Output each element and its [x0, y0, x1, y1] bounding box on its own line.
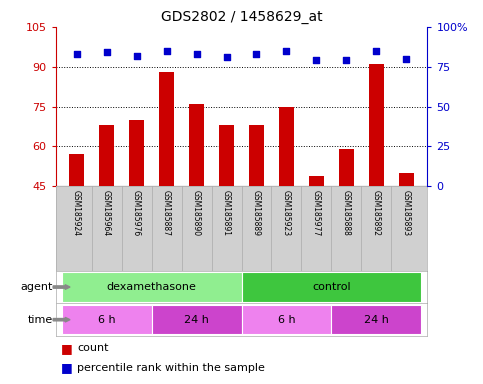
- Text: GSM185964: GSM185964: [102, 190, 111, 237]
- Text: GSM185924: GSM185924: [72, 190, 81, 237]
- Point: [253, 51, 260, 57]
- Point: [223, 54, 230, 60]
- Text: GSM185890: GSM185890: [192, 190, 201, 237]
- Point: [193, 51, 200, 57]
- Bar: [69, 154, 84, 186]
- Point: [283, 48, 290, 54]
- Text: GSM185887: GSM185887: [162, 190, 171, 237]
- Bar: [339, 149, 354, 186]
- Bar: [369, 64, 384, 186]
- Text: agent: agent: [21, 282, 53, 292]
- Text: time: time: [28, 314, 53, 325]
- Bar: [249, 125, 264, 186]
- Bar: [219, 125, 234, 186]
- Text: GSM185923: GSM185923: [282, 190, 291, 237]
- Text: GSM185893: GSM185893: [402, 190, 411, 237]
- Point: [403, 56, 411, 62]
- Title: GDS2802 / 1458629_at: GDS2802 / 1458629_at: [161, 10, 322, 25]
- Bar: [159, 72, 174, 186]
- Bar: [61, 272, 242, 302]
- Text: dexamethasone: dexamethasone: [107, 282, 197, 292]
- Point: [342, 57, 350, 63]
- Bar: [242, 272, 422, 302]
- Text: control: control: [312, 282, 351, 292]
- Text: 6 h: 6 h: [278, 314, 295, 325]
- Bar: [189, 104, 204, 186]
- Text: GSM185888: GSM185888: [342, 190, 351, 236]
- Text: ■: ■: [60, 361, 72, 374]
- Bar: [279, 107, 294, 186]
- Point: [163, 48, 170, 54]
- Text: GSM185889: GSM185889: [252, 190, 261, 237]
- Text: ■: ■: [60, 342, 72, 355]
- Point: [313, 57, 320, 63]
- Text: GSM185977: GSM185977: [312, 190, 321, 237]
- Bar: [242, 305, 331, 334]
- Text: 24 h: 24 h: [364, 314, 389, 325]
- Bar: [152, 305, 242, 334]
- Point: [133, 53, 141, 59]
- Text: 24 h: 24 h: [184, 314, 209, 325]
- Bar: [129, 120, 144, 186]
- Bar: [61, 305, 152, 334]
- Point: [72, 51, 80, 57]
- Bar: [99, 125, 114, 186]
- Text: 6 h: 6 h: [98, 314, 115, 325]
- Text: percentile rank within the sample: percentile rank within the sample: [77, 363, 265, 373]
- Text: GSM185976: GSM185976: [132, 190, 141, 237]
- Text: GSM185891: GSM185891: [222, 190, 231, 237]
- Bar: [399, 173, 414, 186]
- Point: [103, 49, 111, 55]
- Bar: [309, 175, 324, 186]
- Text: count: count: [77, 343, 109, 353]
- Point: [372, 48, 380, 54]
- Bar: [331, 305, 422, 334]
- Text: GSM185892: GSM185892: [372, 190, 381, 237]
